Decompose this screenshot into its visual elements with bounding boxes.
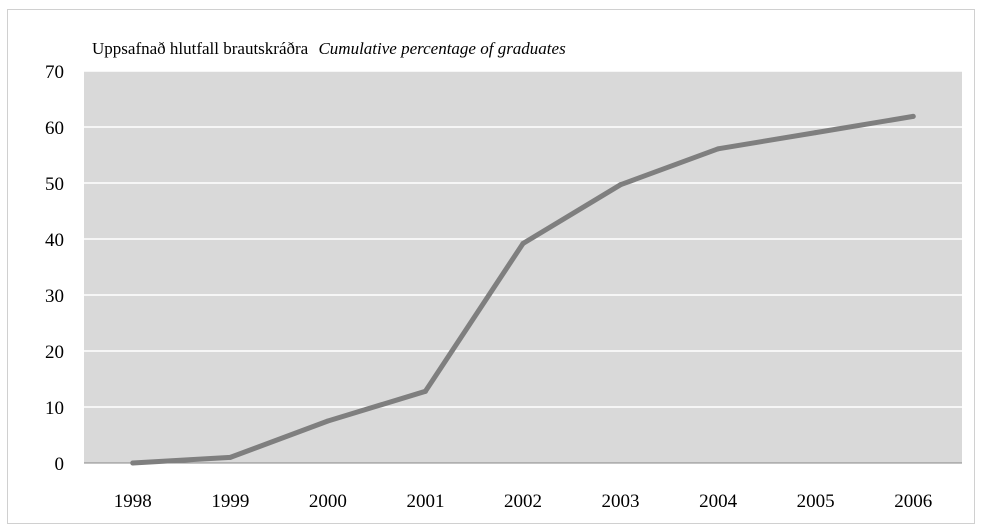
y-tick-label-10: 10 [45,398,64,419]
y-tick-label-70: 70 [45,62,64,83]
x-tick-label-2006: 2006 [894,491,932,512]
data-point-2001 [422,388,428,394]
y-tick-label-60: 60 [45,118,64,139]
data-point-2003 [618,182,624,188]
data-point-1998 [130,460,136,466]
x-tick-label-2001: 2001 [406,491,444,512]
y-tick-label-50: 50 [45,174,64,195]
data-point-1999 [227,454,233,460]
x-tick-label-2000: 2000 [309,491,347,512]
chart-title-english: Cumulative percentage of graduates [318,39,566,58]
data-point-2004 [715,146,721,152]
y-tick-label-20: 20 [45,342,64,363]
plot-area: 0 10 20 30 40 50 60 70 1998 1999 2000 2001 2002 2003 2… [45,62,962,512]
data-point-2000 [325,418,331,424]
x-tick-label-2003: 2003 [602,491,640,512]
x-tick-label-1999: 1999 [211,491,249,512]
x-tick-label-2004: 2004 [699,491,738,512]
x-tick-label-1998: 1998 [114,491,152,512]
x-tick-label-2005: 2005 [797,491,835,512]
y-tick-label-30: 30 [45,286,64,307]
x-tick-label-2002: 2002 [504,491,542,512]
chart-title-main: Uppsafnað hlutfall brautskráðra [92,39,309,58]
y-tick-label-0: 0 [55,454,65,475]
data-point-2002 [520,240,526,246]
data-point-2006 [910,113,916,119]
y-tick-label-40: 40 [45,230,64,251]
chart-title: Uppsafnað hlutfall brautskráðra Cumulati… [92,39,566,58]
plot-background [84,71,962,463]
data-point-2005 [813,130,819,136]
